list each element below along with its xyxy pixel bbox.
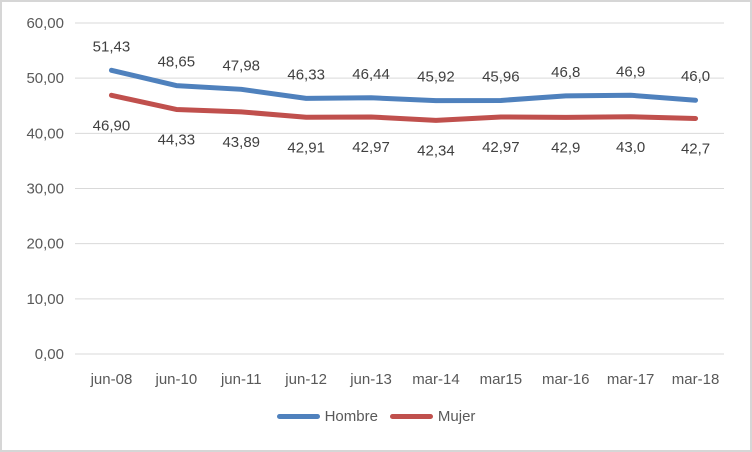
y-axis-tick-label: 10,00 — [26, 291, 64, 308]
series-line-hombre — [108, 67, 699, 104]
x-axis-tick-label: jun-10 — [154, 371, 197, 388]
legend-item-hombre: Hombre — [276, 408, 378, 425]
x-axis-tick-label: jun-13 — [349, 371, 392, 388]
data-point-label-mujer: 42,97 — [482, 139, 520, 156]
data-point-label-hombre: 46,44 — [352, 66, 390, 83]
data-point-label-hombre: 46,33 — [287, 66, 325, 83]
series-line-mujer — [108, 92, 699, 123]
data-point-label-hombre: 45,92 — [417, 69, 455, 86]
hombre-line-swatch — [276, 414, 320, 419]
data-point-label-mujer: 42,97 — [352, 139, 390, 156]
x-axis-tick-label: jun-11 — [220, 371, 262, 388]
data-point-label-mujer: 43,0 — [616, 139, 645, 156]
y-axis-tick-label: 60,00 — [26, 15, 64, 32]
data-point-label-hombre: 46,0 — [681, 68, 710, 85]
data-point-label-mujer: 42,91 — [287, 139, 325, 156]
y-axis-tick-label: 30,00 — [26, 181, 64, 198]
y-axis-tick-label: 0,00 — [35, 346, 64, 363]
x-axis-tick-label: mar-17 — [607, 371, 655, 388]
data-point-label-hombre: 46,9 — [616, 63, 645, 80]
x-axis-tick-label: jun-12 — [284, 371, 327, 388]
legend-label-hombre: Hombre — [324, 408, 378, 425]
data-point-label-mujer: 43,89 — [222, 134, 260, 151]
data-point-label-mujer: 44,33 — [158, 131, 196, 148]
chart-legend: Hombre Mujer — [2, 408, 750, 425]
data-point-label-hombre: 45,96 — [482, 68, 520, 85]
x-axis-tick-label: jun-08 — [90, 371, 133, 388]
legend-label-mujer: Mujer — [437, 408, 476, 425]
y-axis-tick-label: 20,00 — [26, 236, 64, 253]
data-point-label-hombre: 46,8 — [551, 64, 580, 81]
data-point-label-hombre: 47,98 — [222, 57, 260, 74]
x-axis-tick-label: mar-16 — [542, 371, 590, 388]
x-axis-tick-label: mar-18 — [672, 371, 720, 388]
mujer-line-swatch — [389, 414, 433, 419]
data-point-label-mujer: 42,7 — [681, 140, 710, 157]
data-point-label-mujer: 46,90 — [93, 117, 131, 134]
y-axis-tick-label: 40,00 — [26, 125, 64, 142]
data-point-label-hombre: 51,43 — [93, 38, 131, 55]
y-axis-tick-label: 50,00 — [26, 70, 64, 87]
data-point-label-mujer: 42,9 — [551, 139, 580, 156]
x-axis-tick-label: mar-14 — [412, 371, 460, 388]
data-point-label-mujer: 42,34 — [417, 142, 455, 159]
x-axis-tick-label: mar15 — [480, 371, 523, 388]
data-point-label-hombre: 48,65 — [158, 54, 196, 71]
legend-item-mujer: Mujer — [389, 408, 476, 425]
